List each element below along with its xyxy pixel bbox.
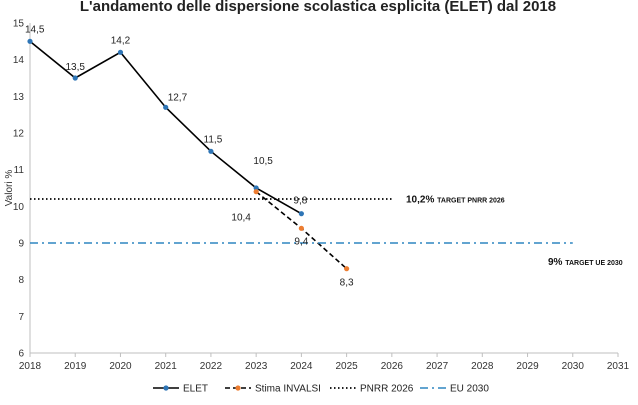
data-labels: 14,5 13,5 14,2 12,7 11,5 10,5 9,8 10,4 9,4 8,3 xyxy=(25,24,354,288)
data-point-marker xyxy=(253,185,259,191)
data-point-marker xyxy=(72,75,78,81)
data-label: 12,7 xyxy=(168,92,188,103)
x-tick-label: 2026 xyxy=(381,361,404,372)
legend-label: Stima INVALSI xyxy=(255,384,321,395)
x-tick-label: 2021 xyxy=(155,361,178,372)
data-label: 14,2 xyxy=(111,35,131,46)
x-tick-label: 2024 xyxy=(290,361,313,372)
annotation-eu-target: 9% TARGET UE 2030 xyxy=(548,257,623,268)
y-tick-label: 9 xyxy=(18,239,24,250)
data-label: 14,5 xyxy=(25,24,45,35)
x-tick-label: 2019 xyxy=(64,361,87,372)
x-tick-label: 2018 xyxy=(19,361,42,372)
data-label: 10,4 xyxy=(231,213,251,224)
x-tick-label: 2022 xyxy=(200,361,223,372)
legend-marker xyxy=(235,385,241,391)
legend-label: EU 2030 xyxy=(450,384,489,395)
x-tick-label: 2020 xyxy=(109,361,132,372)
data-label: 8,3 xyxy=(340,278,354,289)
data-point-marker xyxy=(344,266,350,272)
x-tick-label: 2029 xyxy=(516,361,539,372)
data-point-marker xyxy=(208,148,214,154)
data-label: 11,5 xyxy=(204,134,223,145)
x-tick-label: 2027 xyxy=(426,361,449,372)
x-tick-label: 2023 xyxy=(245,361,268,372)
y-tick-label: 11 xyxy=(14,165,25,176)
y-tick-label: 12 xyxy=(13,129,25,140)
y-tick-label: 8 xyxy=(18,275,24,286)
y-tick-label: 10 xyxy=(13,202,25,213)
axes: 6 7 8 9 10 11 12 13 14 15 2018 2019 2020 2021 2022 2023… xyxy=(13,19,630,373)
y-tick-label: 6 xyxy=(18,349,24,360)
chart-title: L'andamento delle dispersione scolastica… xyxy=(80,0,556,15)
data-label: 9,4 xyxy=(294,236,308,247)
y-tick-label: 7 xyxy=(18,312,24,323)
series-layer xyxy=(27,38,573,272)
x-tick-label: 2030 xyxy=(562,361,585,372)
y-tick-label: 13 xyxy=(13,92,25,103)
annotation-suffix: TARGET PNRR 2026 xyxy=(437,198,505,205)
data-point-marker xyxy=(163,104,169,110)
legend: ELET Stima INVALSI PNRR 2026 EU 2030 xyxy=(153,384,489,395)
x-tick-label: 2031 xyxy=(607,361,630,372)
y-axis-label: Valori % xyxy=(4,170,15,207)
data-label: 13,5 xyxy=(65,62,85,73)
data-point-marker xyxy=(298,211,304,217)
x-tick-label: 2028 xyxy=(471,361,494,372)
y-tick-label: 15 xyxy=(13,19,25,30)
annotation-value: 10,2% xyxy=(406,195,437,206)
y-tick-label: 14 xyxy=(13,55,25,66)
annotation-value: 9% xyxy=(548,257,565,268)
legend-label: ELET xyxy=(183,384,208,395)
data-point-marker xyxy=(27,38,33,44)
x-tick-label: 2025 xyxy=(335,361,358,372)
annotation-suffix: TARGET UE 2030 xyxy=(565,260,623,267)
data-point-marker xyxy=(253,189,259,195)
data-label: 10,5 xyxy=(253,156,273,167)
data-point-marker xyxy=(117,49,124,55)
target-annotations: 10,2% TARGET PNRR 2026 9% TARGET UE 2030 xyxy=(406,195,623,269)
data-label: 9,8 xyxy=(293,196,307,207)
data-point-marker xyxy=(298,225,304,231)
annotation-pnrr-target: 10,2% TARGET PNRR 2026 xyxy=(406,195,505,206)
legend-label: PNRR 2026 xyxy=(360,384,414,395)
legend-marker xyxy=(163,385,169,391)
